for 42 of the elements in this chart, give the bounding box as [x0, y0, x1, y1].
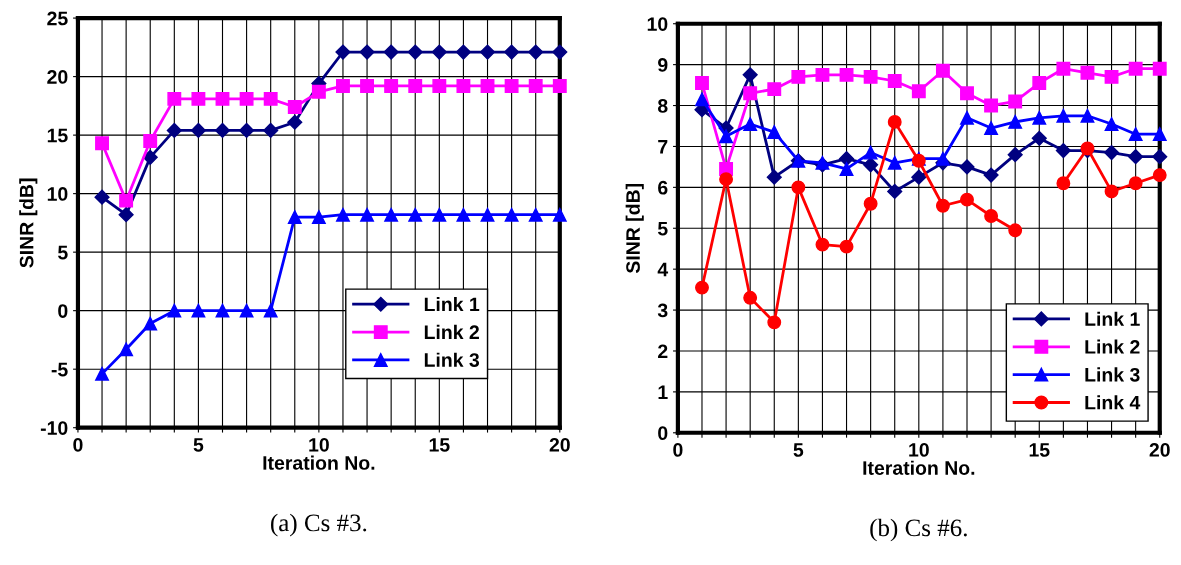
y-tick-label: 1	[658, 385, 668, 399]
legend-label: Link 2	[424, 324, 479, 339]
legend-label: Link 3	[1085, 367, 1140, 382]
x-tick-label: 5	[193, 438, 204, 452]
y-tick-label: 4	[657, 262, 669, 277]
legend-label: Link 2	[1085, 339, 1140, 354]
y-tick-label: -5	[51, 362, 68, 377]
y-tick-label: 10	[647, 17, 668, 31]
x-tick-label: 20	[1149, 443, 1170, 457]
y-tick-label: 9	[658, 58, 668, 72]
y-tick-label: 7	[658, 140, 668, 154]
x-tick-label: 0	[673, 443, 683, 457]
x-tick-label: 15	[1029, 443, 1050, 457]
y-tick-label: 8	[657, 99, 668, 113]
y-tick-label: 2	[658, 344, 668, 359]
legend-label: Link 1	[1085, 311, 1140, 326]
legend-label: Link 1	[424, 296, 480, 312]
legend-label: Link 3	[424, 352, 480, 367]
y-tick-label: 5	[657, 221, 668, 236]
y-tick-label: 20	[47, 70, 68, 84]
y-tick-label: 6	[658, 180, 668, 195]
x-tick-label: 20	[549, 437, 570, 452]
y-tick-label: 25	[47, 11, 68, 26]
x-axis-title: Iteration No.	[263, 455, 375, 470]
y-tick-label: 10	[47, 187, 68, 201]
x-tick-label: 15	[429, 438, 450, 452]
x-tick-label: 10	[909, 443, 929, 457]
text: (a) Cs #3.	[271, 513, 367, 537]
x-tick-label: 5	[793, 443, 804, 457]
y-tick-label: 5	[58, 245, 68, 260]
x-axis-title: Iteration No.	[863, 460, 975, 475]
x-tick-label: 10	[309, 437, 329, 452]
text: (b) Cs #6.	[870, 518, 967, 542]
y-axis-title: SINR [dB]	[625, 183, 644, 274]
y-tick-label: 3	[657, 303, 668, 318]
y-tick-label: 15	[47, 128, 68, 143]
y-tick-label: -10	[40, 421, 68, 435]
y-tick-label: 0	[58, 304, 68, 318]
legend-label: Link 4	[1085, 395, 1141, 410]
x-tick-label: 0	[73, 437, 83, 452]
y-axis-title: SINR [dB]	[19, 178, 38, 268]
y-tick-label: 0	[658, 426, 668, 441]
